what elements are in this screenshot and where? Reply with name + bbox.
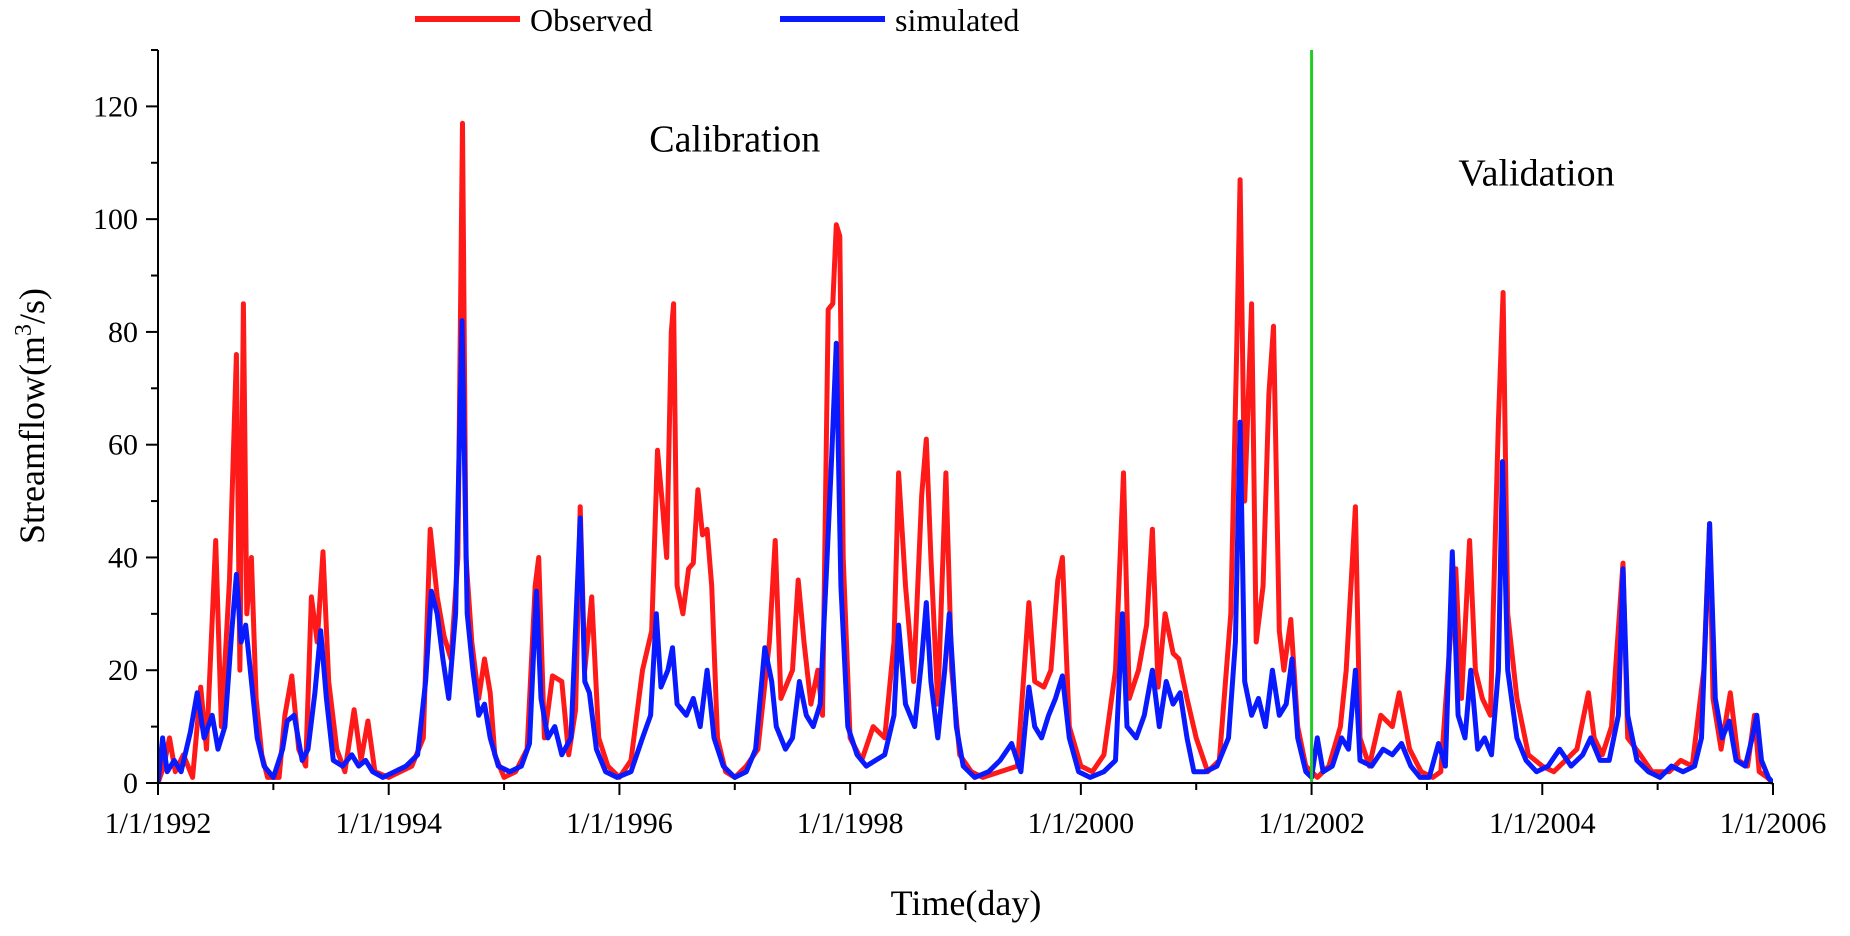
x-tick-label: 1/1/1992: [105, 807, 212, 840]
x-tick-label: 1/1/2006: [1720, 807, 1827, 840]
x-axis-title: Time(day): [891, 883, 1042, 923]
y-tick-label: 100: [93, 203, 138, 236]
x-tick-label: 1/1/1998: [797, 807, 904, 840]
y-tick-label: 80: [108, 316, 138, 349]
x-axis-ticks: 1/1/1992 1/1/1994 1/1/1996 1/1/1998 1/1/2000…: [105, 783, 1827, 840]
annotation-validation: Validation: [1458, 152, 1614, 194]
y-tick-label: 60: [108, 429, 138, 462]
y-tick-label: 20: [108, 654, 138, 687]
legend: Observed simulated: [415, 2, 1019, 38]
x-tick-label: 1/1/2004: [1489, 807, 1596, 840]
y-tick-label: 120: [93, 90, 138, 123]
x-tick-label: 1/1/1994: [335, 807, 442, 840]
series-line-simulated: [158, 318, 1773, 785]
legend-label-observed: Observed: [530, 2, 653, 38]
y-axis-ticks: 0 20 40 60 80 100 120: [93, 49, 158, 800]
annotation-calibration: Calibration: [649, 118, 820, 160]
y-axis-title: Streamflow(m3/s): [11, 288, 52, 544]
y-axis-title-main: Streamflow(m: [12, 336, 52, 544]
x-tick-label: 1/1/1996: [566, 807, 673, 840]
x-tick-label: 1/1/2000: [1028, 807, 1135, 840]
y-tick-label: 0: [123, 767, 138, 800]
y-tick-label: 40: [108, 541, 138, 574]
y-axis-title-unit: /s): [12, 288, 52, 324]
x-tick-label: 1/1/2002: [1258, 807, 1365, 840]
legend-label-simulated: simulated: [895, 2, 1019, 38]
y-axis-title-superscript: 3: [11, 324, 37, 336]
